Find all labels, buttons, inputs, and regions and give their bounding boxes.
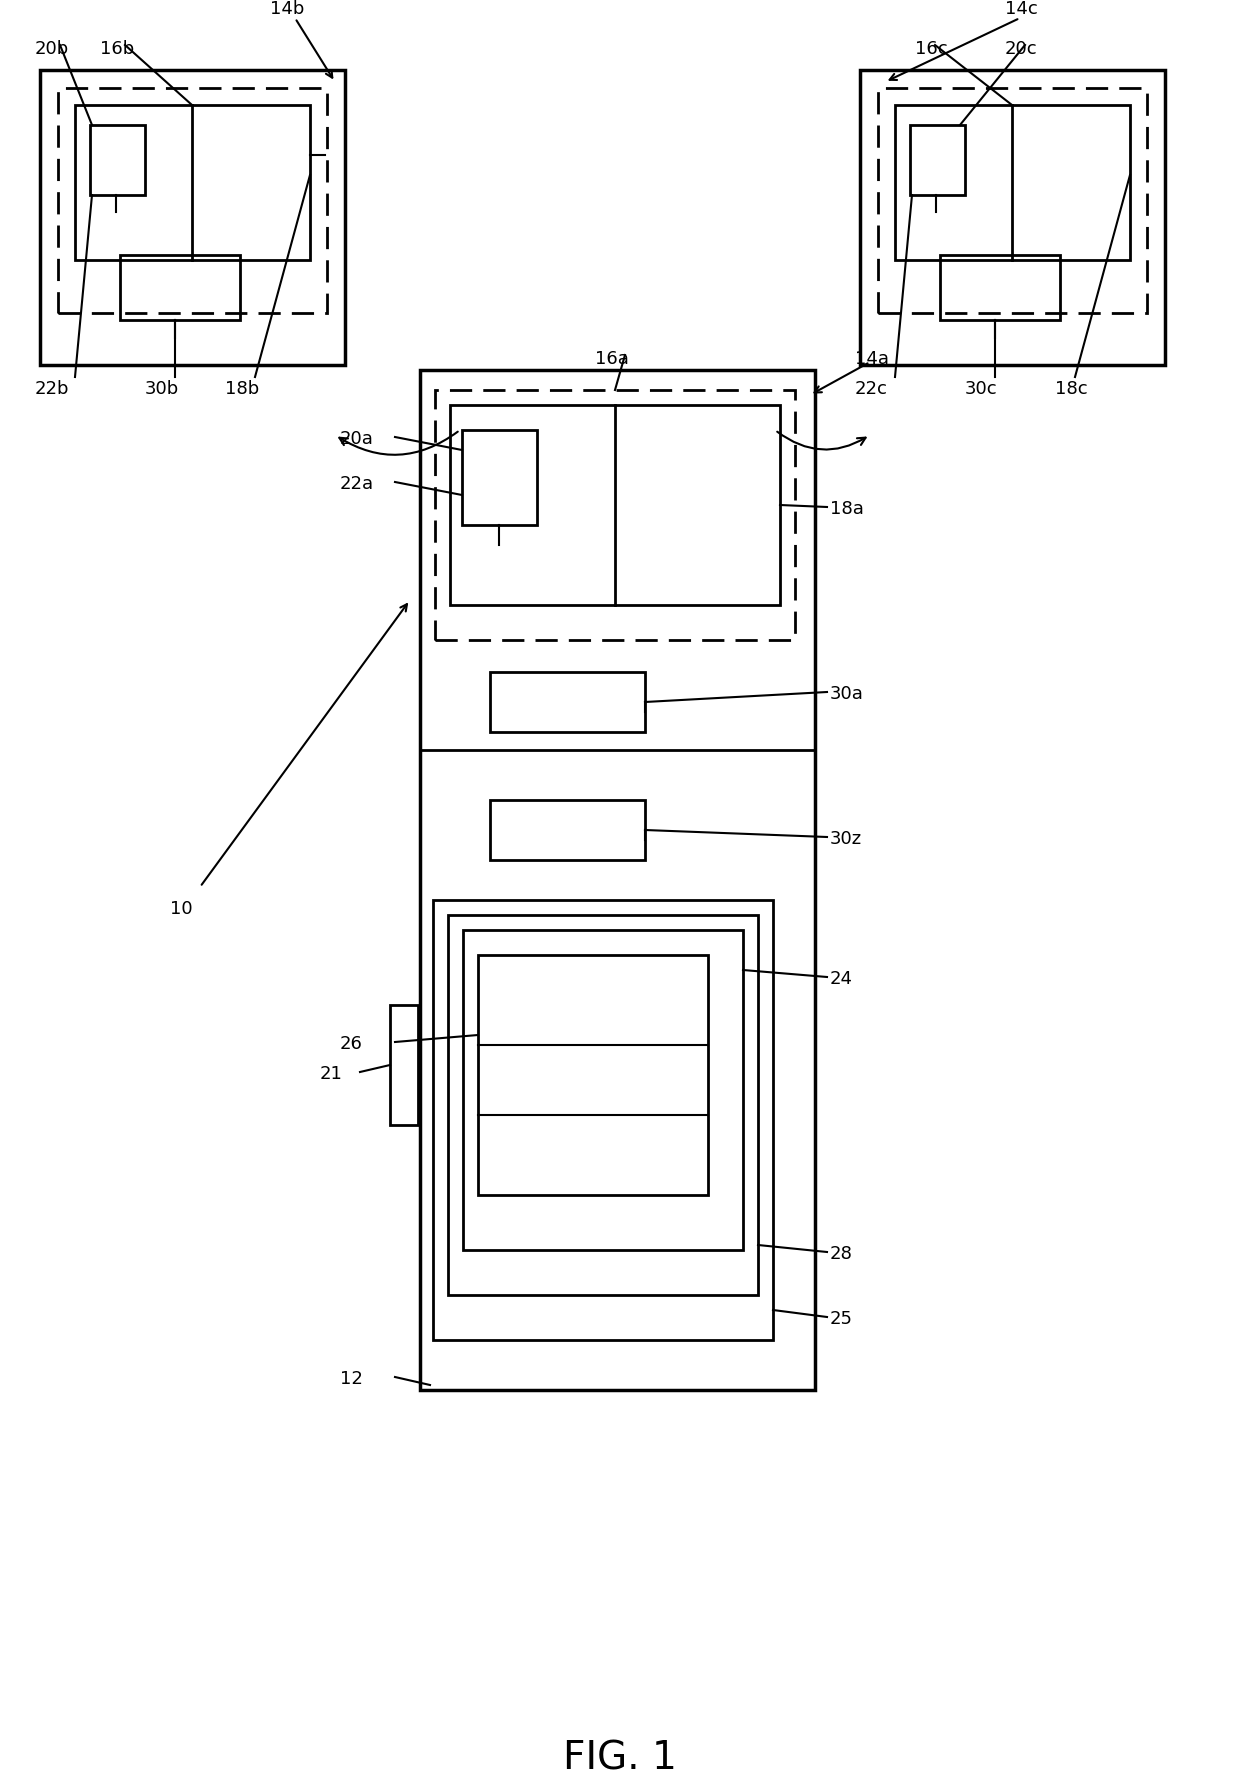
Bar [477, 955, 708, 1194]
FancyArrowPatch shape [340, 431, 458, 454]
FancyArrowPatch shape [777, 431, 866, 449]
Text: 14b: 14b [270, 0, 304, 18]
Text: 10: 10 [170, 899, 192, 917]
Bar [490, 672, 645, 731]
Text: 24: 24 [830, 971, 853, 989]
Bar [420, 370, 815, 1389]
Text: 22c: 22c [856, 381, 888, 399]
Text: 28: 28 [830, 1244, 853, 1262]
Text: 18a: 18a [830, 501, 864, 519]
Text: 14c: 14c [1004, 0, 1038, 18]
Text: 26: 26 [340, 1035, 363, 1053]
Text: 18b: 18b [224, 381, 259, 399]
Bar [878, 88, 1147, 313]
Bar [391, 1005, 418, 1125]
Text: 20a: 20a [340, 429, 374, 449]
Text: 14a: 14a [856, 350, 889, 368]
Text: 18c: 18c [1055, 381, 1087, 399]
Text: 16c: 16c [915, 39, 947, 57]
Bar [450, 406, 780, 604]
Bar [433, 899, 773, 1339]
Bar [910, 125, 965, 195]
Text: 30z: 30z [830, 830, 862, 848]
Bar [58, 88, 327, 313]
Bar [91, 125, 145, 195]
Text: 30b: 30b [145, 381, 180, 399]
Text: 16b: 16b [100, 39, 134, 57]
Bar [895, 105, 1130, 259]
Text: 30a: 30a [830, 685, 864, 703]
Text: 20c: 20c [1004, 39, 1038, 57]
Bar [435, 390, 795, 640]
Bar [463, 429, 537, 526]
Bar [74, 105, 310, 259]
Text: 16a: 16a [595, 350, 629, 368]
Text: 20b: 20b [35, 39, 69, 57]
Text: 25: 25 [830, 1311, 853, 1328]
Bar [940, 256, 1060, 320]
Bar [120, 256, 241, 320]
Bar [448, 915, 758, 1295]
Bar [861, 70, 1166, 365]
Text: 22b: 22b [35, 381, 69, 399]
Text: 21: 21 [320, 1066, 343, 1084]
Text: 12: 12 [340, 1370, 363, 1387]
Bar [463, 930, 743, 1250]
Bar [490, 799, 645, 860]
Text: FIG. 1: FIG. 1 [563, 1740, 677, 1777]
Bar [40, 70, 345, 365]
Text: 30c: 30c [965, 381, 998, 399]
Text: 22a: 22a [340, 476, 374, 493]
